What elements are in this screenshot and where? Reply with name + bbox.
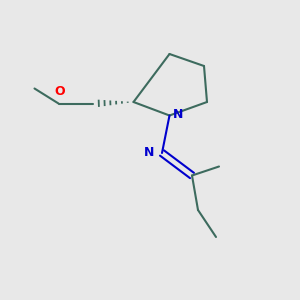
Text: N: N (172, 107, 183, 121)
Text: O: O (55, 85, 65, 98)
Text: N: N (144, 146, 154, 160)
